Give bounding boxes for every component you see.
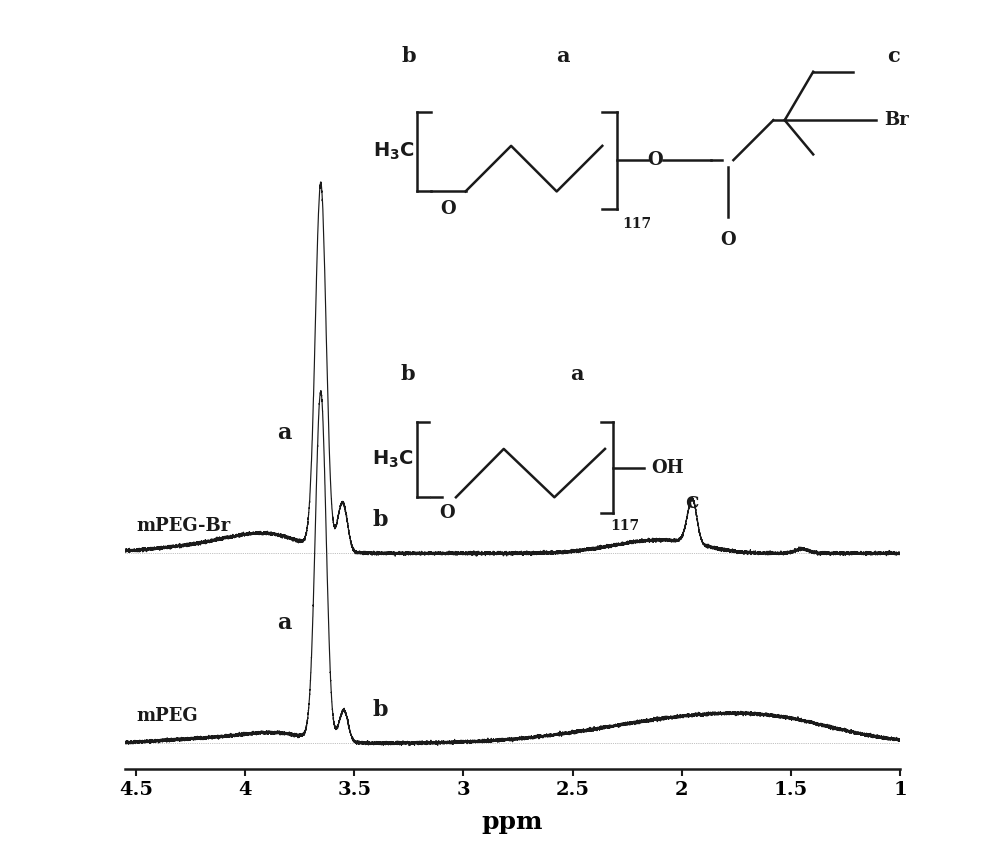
Text: 117: 117 (622, 217, 651, 232)
Text: c: c (887, 46, 899, 66)
Text: $\mathbf{H_3C}$: $\mathbf{H_3C}$ (372, 449, 414, 470)
X-axis label: ppm: ppm (482, 810, 543, 834)
Text: O: O (440, 505, 455, 523)
Text: Br: Br (884, 111, 909, 130)
Text: a: a (556, 46, 569, 66)
Text: O: O (720, 232, 736, 250)
Text: c: c (685, 491, 698, 513)
Text: OH: OH (651, 459, 684, 477)
Text: 117: 117 (611, 518, 640, 533)
Text: mPEG-Br: mPEG-Br (136, 517, 230, 535)
Text: b: b (373, 700, 388, 721)
Text: mPEG: mPEG (136, 707, 198, 725)
Text: a: a (277, 612, 292, 633)
Text: b: b (373, 510, 388, 531)
Text: $\mathbf{H_3C}$: $\mathbf{H_3C}$ (373, 141, 414, 162)
Text: O: O (441, 200, 456, 218)
Text: a: a (570, 365, 584, 384)
Text: O: O (647, 151, 663, 169)
Text: a: a (277, 422, 292, 443)
Text: b: b (401, 365, 415, 384)
Text: b: b (401, 46, 416, 66)
